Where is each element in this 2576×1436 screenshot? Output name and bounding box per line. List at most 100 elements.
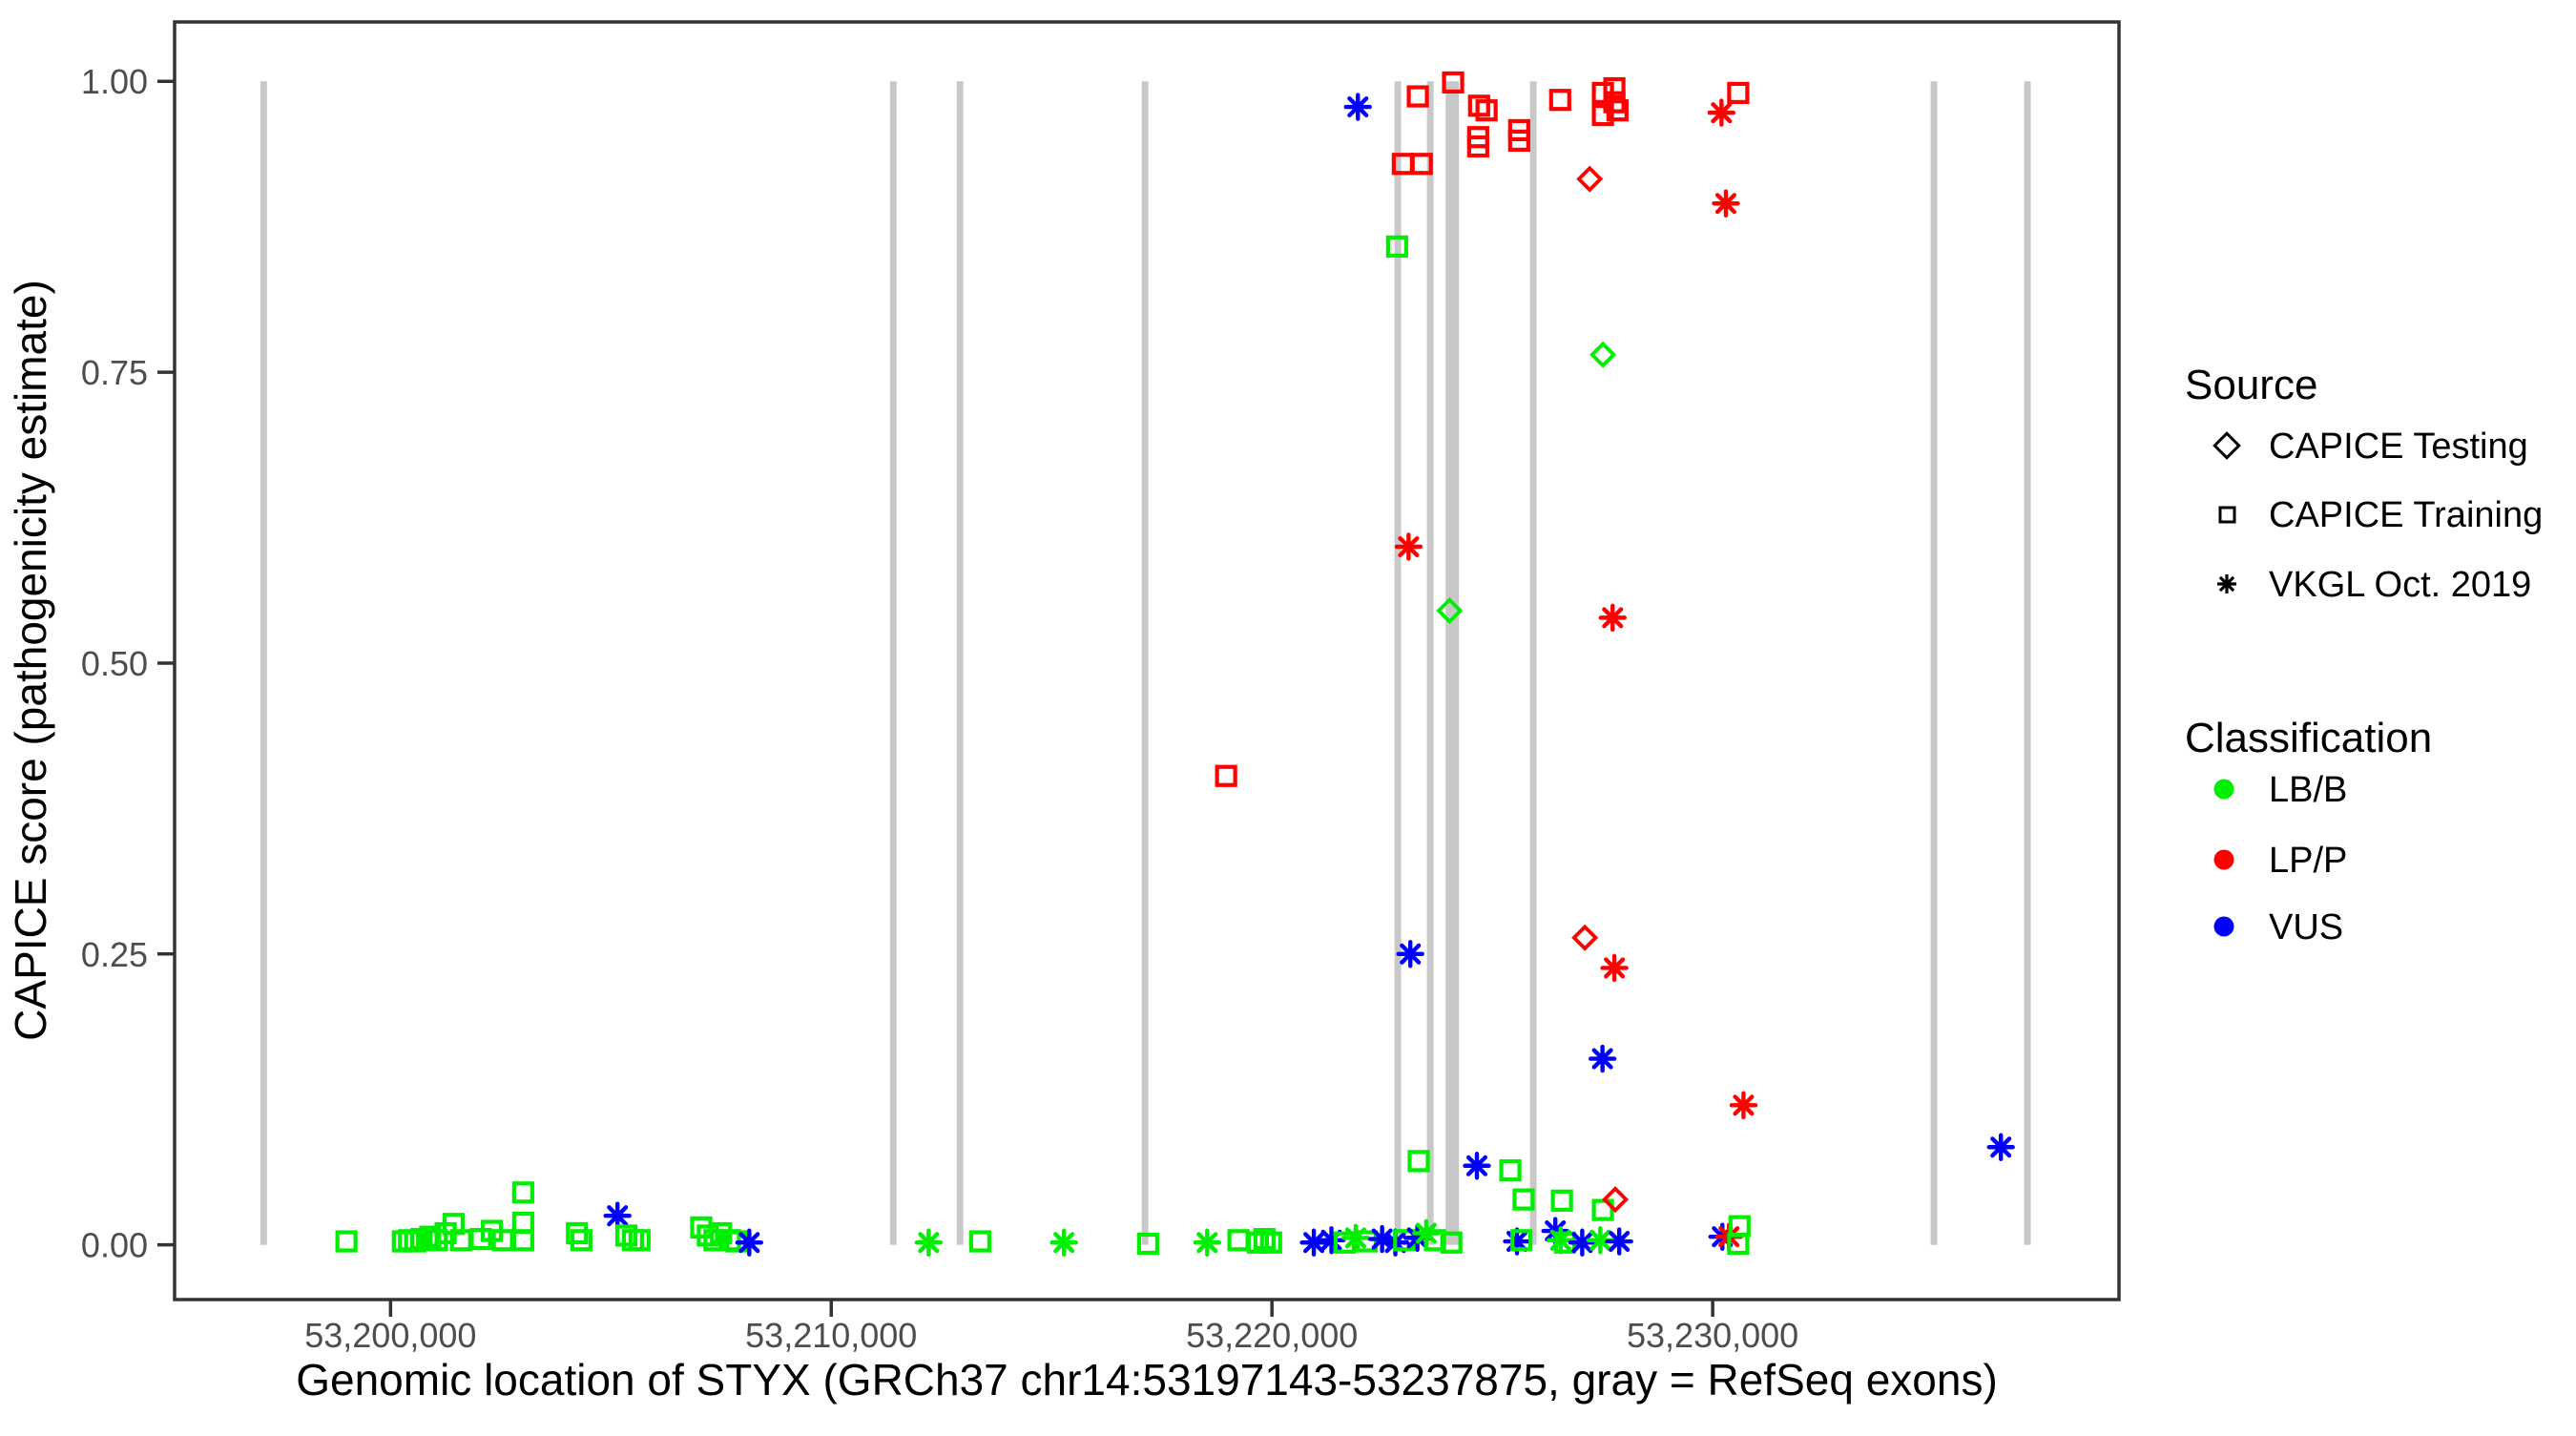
data-point-diamond (1576, 165, 1604, 193)
data-point-square (703, 1229, 726, 1252)
legend-item-label: CAPICE Training (2269, 495, 2543, 535)
data-point-square (1385, 235, 1408, 258)
data-point-square (1442, 71, 1465, 94)
data-point-square (1499, 1159, 1522, 1182)
panel-border (173, 20, 2121, 1301)
exon-bar (1394, 81, 1402, 1245)
data-point-square (1591, 103, 1614, 127)
square-icon (2218, 506, 2236, 524)
exon-bar (1445, 81, 1460, 1245)
x-tick-label: 53,230,000 (1627, 1316, 1798, 1355)
data-point-asterisk (1396, 940, 1424, 968)
data-point-square (1603, 76, 1626, 100)
data-point-square (404, 1230, 426, 1253)
asterisk-icon (2217, 574, 2236, 593)
data-point-square (419, 1225, 442, 1248)
legend-item-capice-testing: CAPICE Testing (2212, 427, 2528, 467)
exon-bar (1141, 81, 1149, 1245)
data-point-square (968, 1230, 991, 1253)
data-point-asterisk (1586, 1226, 1615, 1255)
legend-item-vkgl: VKGL Oct. 2019 (2217, 565, 2531, 605)
data-point-diamond (1571, 924, 1599, 951)
legend-item-lpp: LP/P (2213, 841, 2347, 881)
data-point-square (1550, 1189, 1573, 1212)
exon-bar (1529, 81, 1537, 1245)
data-point-asterisk (1598, 603, 1627, 633)
legend-classification: Classification LB/B LP/P VUS (2185, 715, 2432, 947)
data-point-diamond (1436, 597, 1464, 625)
data-points-layer (335, 71, 2015, 1257)
data-point-square (1727, 81, 1750, 104)
data-point-diamond (1589, 341, 1617, 368)
data-point-square (1246, 1231, 1270, 1254)
legend-item-label: LB/B (2269, 770, 2347, 810)
data-point-square (1727, 1232, 1750, 1256)
data-point-asterisk (1193, 1228, 1221, 1257)
data-point-asterisk (1343, 93, 1372, 121)
data-point-asterisk (1707, 98, 1736, 127)
data-point-square (1440, 1231, 1463, 1254)
data-point-asterisk (1588, 1044, 1617, 1073)
legend-item-label: LP/P (2269, 841, 2347, 881)
data-point-square (1507, 129, 1530, 152)
exon-bar (260, 81, 267, 1245)
y-tick-label: 0.00 (81, 1226, 148, 1265)
data-point-square (1466, 135, 1489, 158)
dot-icon (2213, 779, 2234, 800)
axis-ticks-layer: 53,200,000 53,210,000 53,220,000 53,230,000… (81, 62, 1798, 1355)
data-point-asterisk (1394, 532, 1423, 561)
data-point-square (511, 1181, 534, 1204)
y-tick-label: 0.25 (81, 935, 148, 974)
data-point-asterisk (914, 1228, 944, 1257)
y-tick-label: 0.50 (81, 644, 148, 683)
data-point-square (614, 1224, 638, 1247)
data-point-square (335, 1230, 358, 1253)
data-point-square (566, 1221, 589, 1245)
data-point-square (1606, 99, 1629, 122)
data-point-square (511, 1229, 534, 1252)
exon-bar (2024, 81, 2031, 1245)
data-point-square (570, 1229, 592, 1252)
x-tick-label: 53,220,000 (1186, 1316, 1358, 1355)
data-point-square (1406, 85, 1429, 108)
data-point-square (1410, 153, 1433, 176)
legend-item-capice-training: CAPICE Training (2218, 495, 2543, 535)
legend-item-lbb: LB/B (2213, 770, 2347, 810)
legend-source: Source CAPICE Testing CAPICE Training VK… (2185, 362, 2543, 605)
data-point-square (1253, 1227, 1276, 1251)
data-point-asterisk (1729, 1091, 1758, 1120)
dot-icon (2213, 916, 2234, 937)
data-point-asterisk (1299, 1228, 1328, 1257)
data-point-asterisk (1463, 1152, 1491, 1180)
data-point-square (1136, 1232, 1159, 1256)
data-point-asterisk (1049, 1228, 1078, 1257)
diamond-icon (2212, 431, 2241, 460)
data-point-square (1215, 764, 1237, 787)
exon-bar (889, 81, 897, 1245)
data-point-diamond (1602, 1186, 1630, 1214)
data-point-square (1548, 89, 1571, 112)
data-point-square (491, 1229, 514, 1252)
data-point-asterisk (1986, 1133, 2015, 1161)
data-point-square (628, 1229, 651, 1252)
exon-bar (1426, 81, 1434, 1245)
x-tick-label: 53,210,000 (745, 1316, 917, 1355)
exon-bars-layer (260, 81, 2031, 1245)
data-point-asterisk (1568, 1228, 1597, 1257)
data-point-asterisk (603, 1201, 632, 1230)
exon-bar (956, 81, 964, 1245)
legend-source-title: Source (2185, 362, 2317, 408)
legend-item-label: VUS (2269, 907, 2343, 947)
y-tick-label: 0.75 (81, 353, 148, 392)
data-point-square (1475, 99, 1498, 122)
data-point-asterisk (1712, 189, 1740, 218)
data-point-square (1591, 1198, 1614, 1221)
dot-icon (2213, 849, 2234, 870)
data-point-square (1259, 1231, 1282, 1254)
data-point-asterisk (735, 1228, 764, 1257)
x-tick-label: 53,200,000 (304, 1316, 476, 1355)
x-axis-title: Genomic location of STYX (GRCh37 chr14:5… (296, 1355, 1998, 1405)
legend-item-vus: VUS (2213, 907, 2343, 947)
